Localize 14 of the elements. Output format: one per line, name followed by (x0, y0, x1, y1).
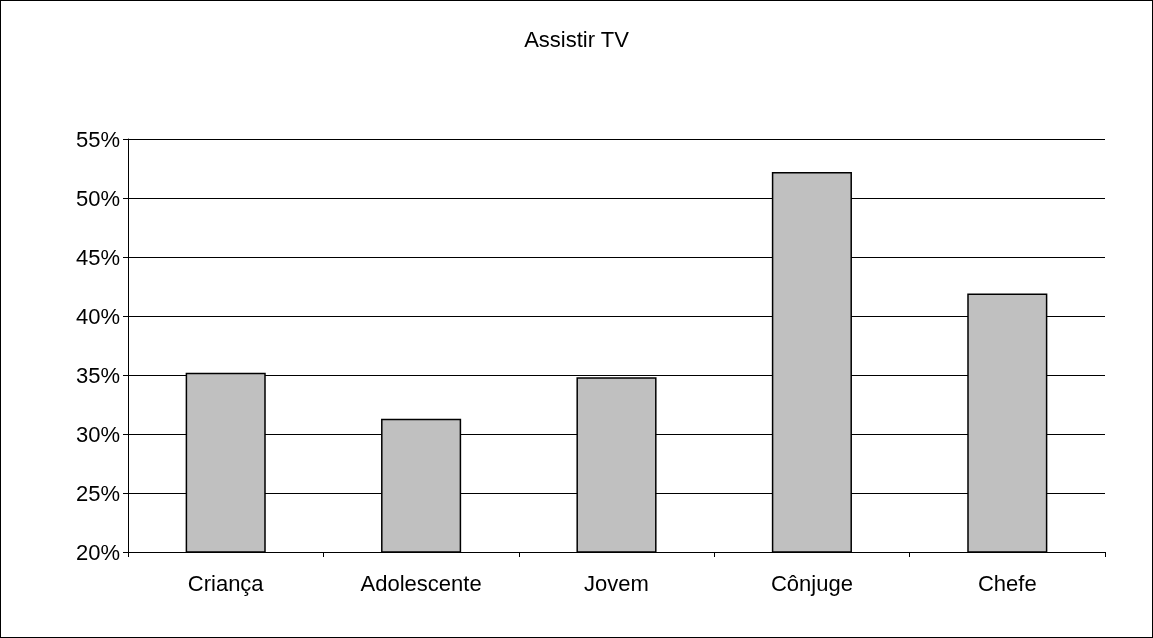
y-tick-label: 55% (75, 126, 120, 152)
x-tick-label: Adolescente (360, 570, 482, 596)
x-tick-label: Jovem (584, 570, 649, 596)
chart-title: Assistir TV (524, 26, 630, 52)
x-tick-label: Criança (187, 570, 265, 596)
y-tick-label: 50% (75, 185, 120, 211)
y-tick-label: 35% (75, 362, 120, 388)
y-tick-label: 40% (75, 303, 120, 329)
y-tick-label: 25% (75, 480, 120, 506)
y-tick-label: 30% (75, 421, 120, 447)
y-tick-label: 45% (75, 244, 120, 270)
y-tick-label: 20% (75, 539, 120, 565)
x-tick-label: Chefe (977, 570, 1037, 596)
x-tick-label: Cônjuge (770, 570, 853, 596)
